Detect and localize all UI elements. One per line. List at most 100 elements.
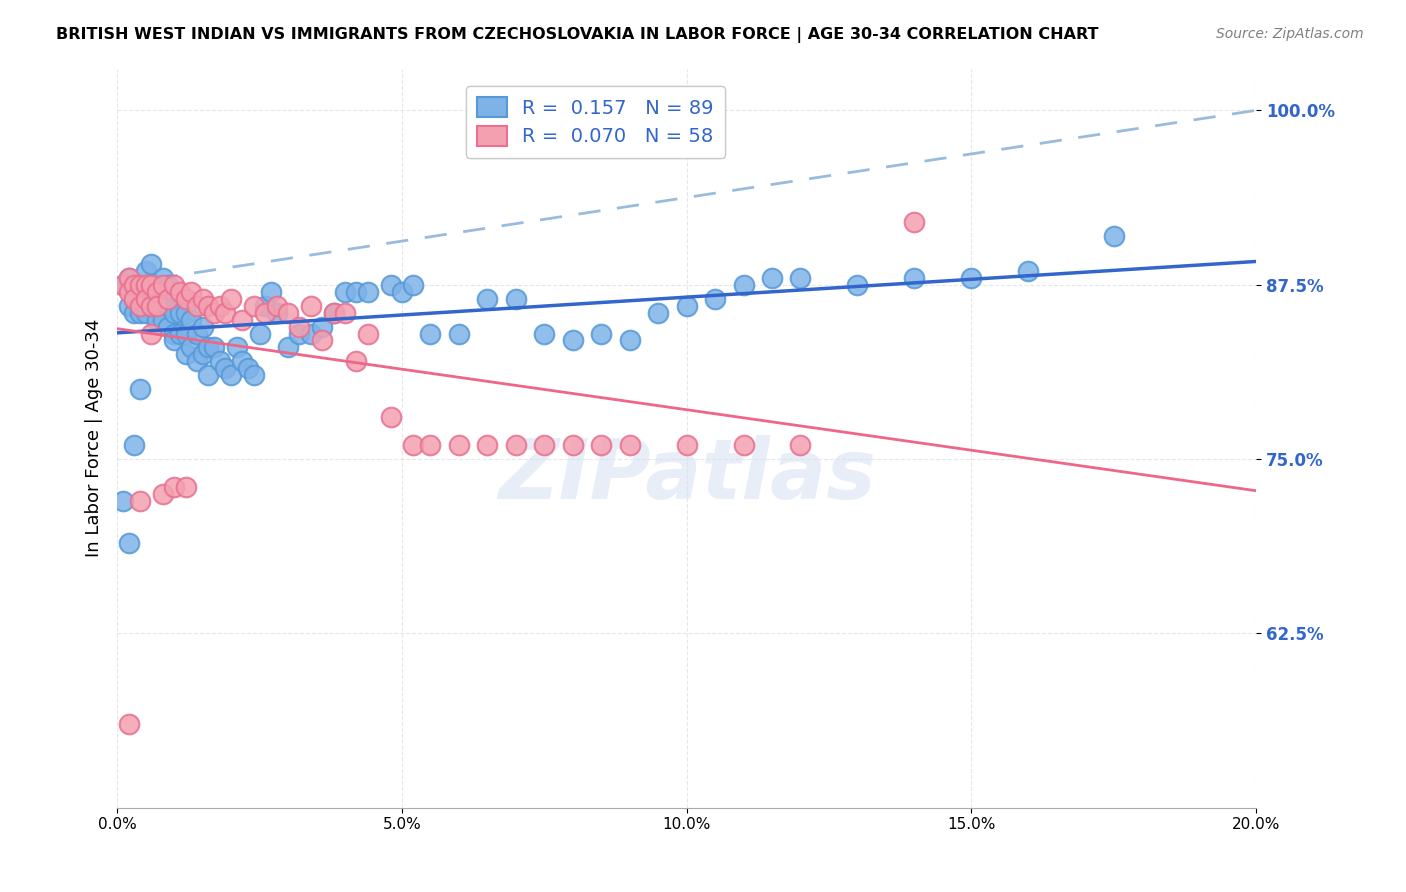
Point	[561, 438, 583, 452]
Point	[122, 277, 145, 292]
Point	[225, 341, 247, 355]
Text: BRITISH WEST INDIAN VS IMMIGRANTS FROM CZECHOSLOVAKIA IN LABOR FORCE | AGE 30-34: BRITISH WEST INDIAN VS IMMIGRANTS FROM C…	[56, 27, 1098, 43]
Point	[117, 717, 139, 731]
Point	[288, 319, 311, 334]
Point	[129, 299, 152, 313]
Point	[135, 264, 157, 278]
Point	[191, 319, 214, 334]
Point	[191, 292, 214, 306]
Point	[129, 299, 152, 313]
Point	[117, 270, 139, 285]
Point	[146, 277, 169, 292]
Point	[111, 277, 134, 292]
Y-axis label: In Labor Force | Age 30-34: In Labor Force | Age 30-34	[86, 319, 103, 558]
Point	[277, 341, 299, 355]
Point	[146, 285, 169, 299]
Point	[191, 347, 214, 361]
Point	[186, 354, 208, 368]
Point	[180, 312, 202, 326]
Point	[141, 277, 163, 292]
Point	[146, 299, 169, 313]
Point	[169, 326, 191, 341]
Point	[505, 438, 527, 452]
Point	[186, 299, 208, 313]
Point	[163, 480, 186, 494]
Point	[111, 493, 134, 508]
Point	[231, 312, 253, 326]
Point	[243, 368, 266, 383]
Point	[129, 285, 152, 299]
Point	[141, 257, 163, 271]
Point	[447, 438, 470, 452]
Point	[208, 354, 231, 368]
Point	[141, 299, 163, 313]
Point	[157, 299, 180, 313]
Point	[146, 312, 169, 326]
Point	[1102, 228, 1125, 243]
Point	[208, 299, 231, 313]
Point	[174, 347, 197, 361]
Point	[197, 341, 219, 355]
Point	[135, 305, 157, 319]
Point	[311, 319, 333, 334]
Point	[122, 292, 145, 306]
Point	[380, 410, 402, 425]
Point	[357, 285, 380, 299]
Point	[260, 285, 283, 299]
Point	[197, 299, 219, 313]
Text: ZIPatlas: ZIPatlas	[498, 434, 876, 516]
Point	[419, 326, 441, 341]
Point	[163, 277, 186, 292]
Point	[789, 438, 811, 452]
Point	[163, 326, 186, 341]
Point	[591, 326, 613, 341]
Text: Source: ZipAtlas.com: Source: ZipAtlas.com	[1216, 27, 1364, 41]
Point	[163, 334, 186, 348]
Point	[169, 305, 191, 319]
Point	[333, 285, 356, 299]
Point	[174, 292, 197, 306]
Point	[675, 438, 697, 452]
Point	[266, 305, 288, 319]
Point	[236, 361, 259, 376]
Point	[135, 277, 157, 292]
Point	[277, 305, 299, 319]
Point	[322, 305, 344, 319]
Point	[111, 277, 134, 292]
Point	[129, 305, 152, 319]
Point	[129, 493, 152, 508]
Point	[152, 270, 174, 285]
Point	[761, 270, 783, 285]
Point	[214, 305, 236, 319]
Point	[197, 368, 219, 383]
Point	[344, 285, 367, 299]
Point	[141, 299, 163, 313]
Point	[266, 299, 288, 313]
Point	[174, 326, 197, 341]
Point	[135, 277, 157, 292]
Point	[141, 326, 163, 341]
Point	[117, 270, 139, 285]
Point	[202, 341, 225, 355]
Point	[344, 354, 367, 368]
Point	[733, 277, 755, 292]
Point	[214, 361, 236, 376]
Point	[163, 305, 186, 319]
Point	[152, 487, 174, 501]
Point	[533, 438, 555, 452]
Point	[1017, 264, 1039, 278]
Point	[202, 305, 225, 319]
Point	[152, 312, 174, 326]
Point	[561, 334, 583, 348]
Point	[402, 438, 425, 452]
Point	[591, 438, 613, 452]
Point	[311, 334, 333, 348]
Point	[254, 299, 277, 313]
Point	[122, 292, 145, 306]
Point	[733, 438, 755, 452]
Point	[675, 299, 697, 313]
Point	[129, 382, 152, 396]
Point	[288, 326, 311, 341]
Point	[129, 277, 152, 292]
Point	[219, 368, 242, 383]
